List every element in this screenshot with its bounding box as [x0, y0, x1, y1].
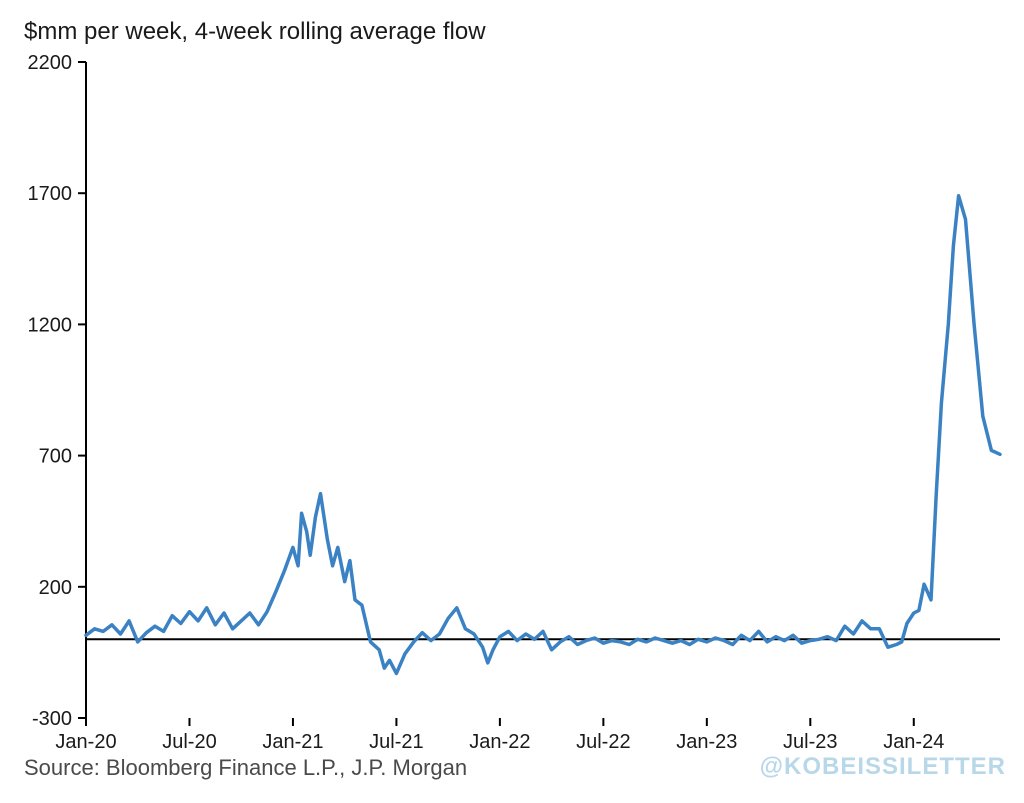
series-line: [86, 196, 1000, 674]
x-tick-label: Jan-21: [262, 731, 323, 753]
y-tick-label: -300: [32, 708, 72, 730]
x-tick-label: Jan-20: [55, 731, 116, 753]
chart-watermark: @KOBEISSILETTER: [760, 753, 1006, 781]
x-tick-label: Jul-22: [576, 731, 630, 753]
y-tick-label: 1700: [28, 183, 73, 205]
chart-container: $mm per week, 4-week rolling average flo…: [0, 0, 1024, 803]
x-tick-label: Jan-22: [469, 731, 530, 753]
y-tick-label: 2200: [28, 52, 73, 74]
y-tick-label: 1200: [28, 314, 73, 336]
x-tick-label: Jul-21: [369, 731, 423, 753]
y-tick-label: 700: [39, 446, 72, 468]
chart-svg: -300 200 700 1200 1700 2200 Jan-20 Jul-20 Jan-21…: [0, 0, 1024, 803]
y-tick-label: 200: [39, 577, 72, 599]
x-tick-label: Jan-24: [883, 731, 944, 753]
x-tick-label: Jul-23: [783, 731, 837, 753]
x-tick-label: Jan-23: [676, 731, 737, 753]
chart-source: Source: Bloomberg Finance L.P., J.P. Mor…: [24, 755, 467, 781]
x-tick-label: Jul-20: [162, 731, 216, 753]
